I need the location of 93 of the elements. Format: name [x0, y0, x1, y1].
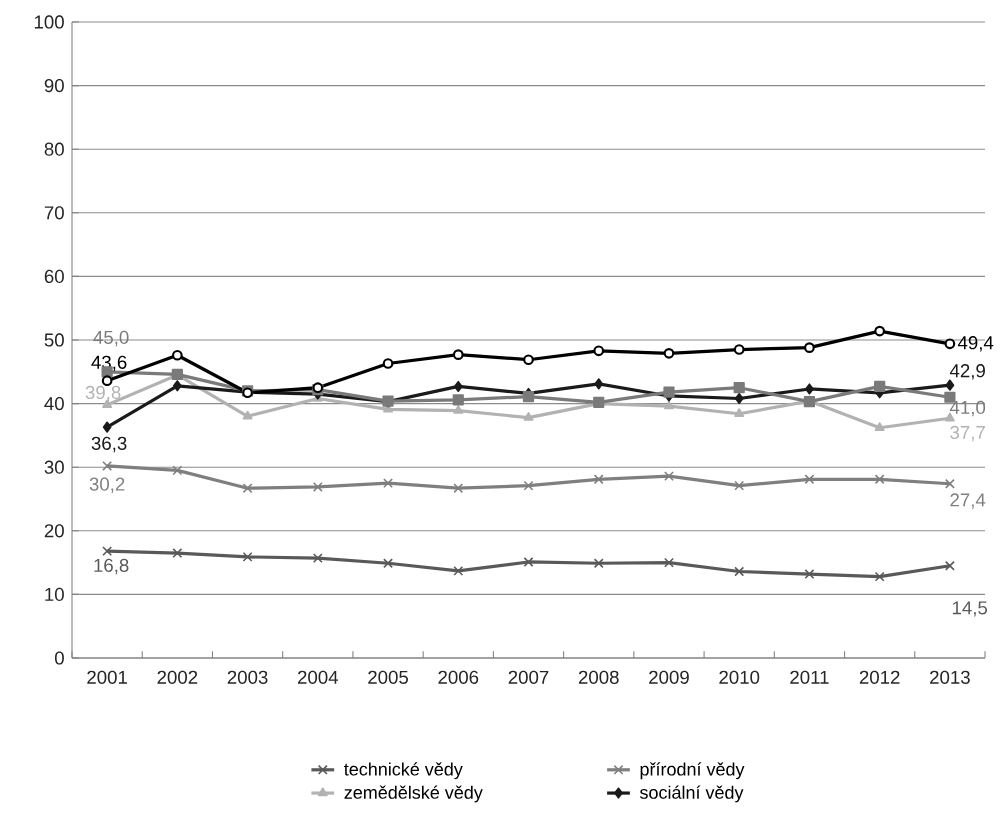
point [874, 325, 885, 337]
point [523, 411, 534, 421]
point [172, 548, 183, 559]
point [874, 474, 885, 485]
point [593, 345, 605, 357]
point [734, 480, 745, 491]
data-label: 14,5 [952, 601, 988, 617]
point [102, 421, 112, 433]
y-tick-label: 70 [44, 206, 64, 220]
legend-label: zemědělské vědy [344, 785, 483, 803]
point [242, 410, 253, 420]
point [383, 558, 393, 569]
point [383, 478, 393, 489]
point [242, 551, 253, 562]
data-label: 39,8 [85, 385, 121, 402]
point [453, 380, 463, 393]
data-label: 16,8 [94, 558, 129, 575]
point [804, 474, 815, 485]
data-label: 27,4 [950, 493, 986, 509]
data-label: 45,0 [93, 330, 129, 347]
point [312, 553, 323, 564]
point [664, 400, 674, 410]
point [382, 358, 394, 369]
y-tick-label: 20 [44, 524, 64, 538]
point [663, 348, 675, 359]
point [593, 474, 604, 485]
data-label: 30,2 [89, 477, 125, 493]
point [453, 483, 464, 494]
legend-label: sociální vědy [639, 785, 744, 803]
y-tick-label: 100 [34, 15, 64, 29]
point [874, 380, 886, 393]
point [944, 478, 955, 489]
point [102, 546, 113, 557]
point [663, 386, 675, 398]
point [453, 404, 464, 414]
point [733, 344, 745, 355]
point [804, 569, 815, 579]
y-tick-label: 80 [44, 142, 64, 156]
point [804, 342, 815, 353]
x-tick-label: 2002 [157, 670, 198, 684]
point [453, 565, 464, 576]
x-tick-label: 2009 [649, 670, 689, 684]
point [734, 408, 745, 417]
point [664, 471, 674, 482]
x-tick-label: 2012 [859, 670, 900, 684]
x-tick-label: 2005 [368, 670, 409, 684]
data-label: 42,9 [949, 364, 985, 380]
point [733, 382, 745, 394]
point [523, 480, 534, 491]
legend-label: technické vědy [344, 762, 463, 780]
point [593, 558, 604, 569]
point [945, 379, 955, 391]
x-tick-label: 2011 [790, 670, 829, 684]
x-tick-label: 2010 [719, 670, 760, 684]
point [944, 560, 955, 571]
point [172, 349, 183, 361]
y-tick-label: 10 [45, 587, 64, 602]
point [452, 394, 464, 406]
x-tick-label: 2013 [930, 670, 970, 684]
point [944, 338, 956, 350]
point [523, 354, 534, 366]
data-label: 49,4 [957, 336, 994, 352]
point [805, 383, 814, 395]
y-tick-label: 60 [44, 269, 64, 284]
point [734, 392, 744, 405]
x-tick-label: 2008 [578, 670, 619, 684]
y-tick-label: 0 [54, 651, 64, 665]
point [734, 566, 745, 577]
point [523, 557, 534, 567]
y-tick-label: 30 [44, 460, 64, 474]
point [102, 460, 113, 471]
x-tick-label: 2001 [87, 670, 127, 684]
point [874, 571, 885, 582]
point [242, 483, 253, 494]
y-tick-label: 40 [44, 396, 64, 411]
point [312, 481, 323, 492]
y-tick-label: 50 [44, 333, 64, 347]
data-label: 41,0 [949, 400, 986, 417]
x-tick-label: 2007 [508, 670, 549, 684]
point [522, 391, 535, 403]
x-tick-label: 2006 [438, 670, 479, 684]
point [172, 380, 182, 392]
point [874, 422, 885, 431]
point [594, 378, 604, 390]
x-tick-label: 2003 [227, 670, 268, 684]
data-label: 37,7 [950, 425, 985, 442]
point [172, 465, 183, 476]
legend-label: přírodní vědy [640, 762, 745, 780]
y-tick-label: 90 [44, 78, 64, 93]
point [664, 557, 674, 568]
data-label: 36,3 [91, 436, 127, 453]
point [452, 349, 464, 360]
x-tick-label: 2004 [297, 670, 339, 684]
